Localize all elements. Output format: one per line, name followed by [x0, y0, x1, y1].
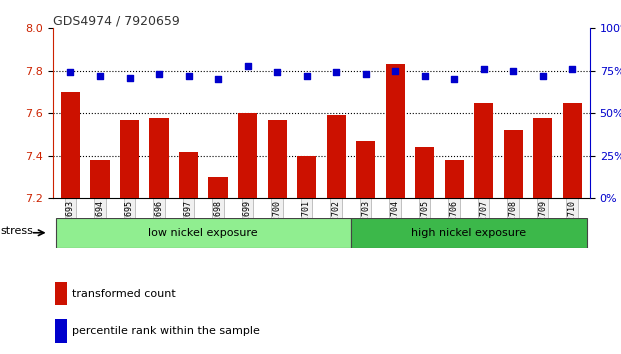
- Point: [508, 68, 518, 74]
- Point: [213, 76, 223, 82]
- Point: [449, 76, 459, 82]
- Bar: [56, 218, 351, 248]
- Bar: [297, 156, 316, 198]
- Bar: [563, 103, 582, 198]
- Bar: [91, 160, 109, 198]
- Point: [331, 70, 341, 75]
- Point: [567, 66, 577, 72]
- Bar: [209, 177, 228, 198]
- Text: transformed count: transformed count: [71, 289, 175, 299]
- Bar: [238, 113, 257, 198]
- Point: [479, 66, 489, 72]
- Bar: [356, 141, 375, 198]
- Bar: [55, 319, 67, 343]
- Point: [390, 68, 400, 74]
- Bar: [150, 118, 169, 198]
- Bar: [179, 152, 198, 198]
- Bar: [504, 130, 523, 198]
- Point: [538, 73, 548, 79]
- Bar: [386, 64, 405, 198]
- Point: [66, 70, 76, 75]
- Bar: [55, 282, 67, 305]
- Point: [184, 73, 194, 79]
- Bar: [415, 147, 434, 198]
- Text: percentile rank within the sample: percentile rank within the sample: [71, 326, 260, 336]
- Text: low nickel exposure: low nickel exposure: [148, 228, 258, 238]
- Point: [361, 72, 371, 77]
- Bar: [61, 92, 80, 198]
- Bar: [120, 120, 139, 198]
- Point: [154, 72, 164, 77]
- Bar: [351, 218, 587, 248]
- Point: [420, 73, 430, 79]
- Point: [243, 63, 253, 69]
- Text: GDS4974 / 7920659: GDS4974 / 7920659: [53, 14, 179, 27]
- Bar: [327, 115, 346, 198]
- Bar: [533, 118, 552, 198]
- Text: high nickel exposure: high nickel exposure: [411, 228, 527, 238]
- Point: [302, 73, 312, 79]
- Point: [95, 73, 105, 79]
- Text: stress: stress: [0, 226, 33, 236]
- Bar: [445, 160, 464, 198]
- Bar: [268, 120, 287, 198]
- Bar: [474, 103, 493, 198]
- Point: [125, 75, 135, 80]
- Point: [272, 70, 282, 75]
